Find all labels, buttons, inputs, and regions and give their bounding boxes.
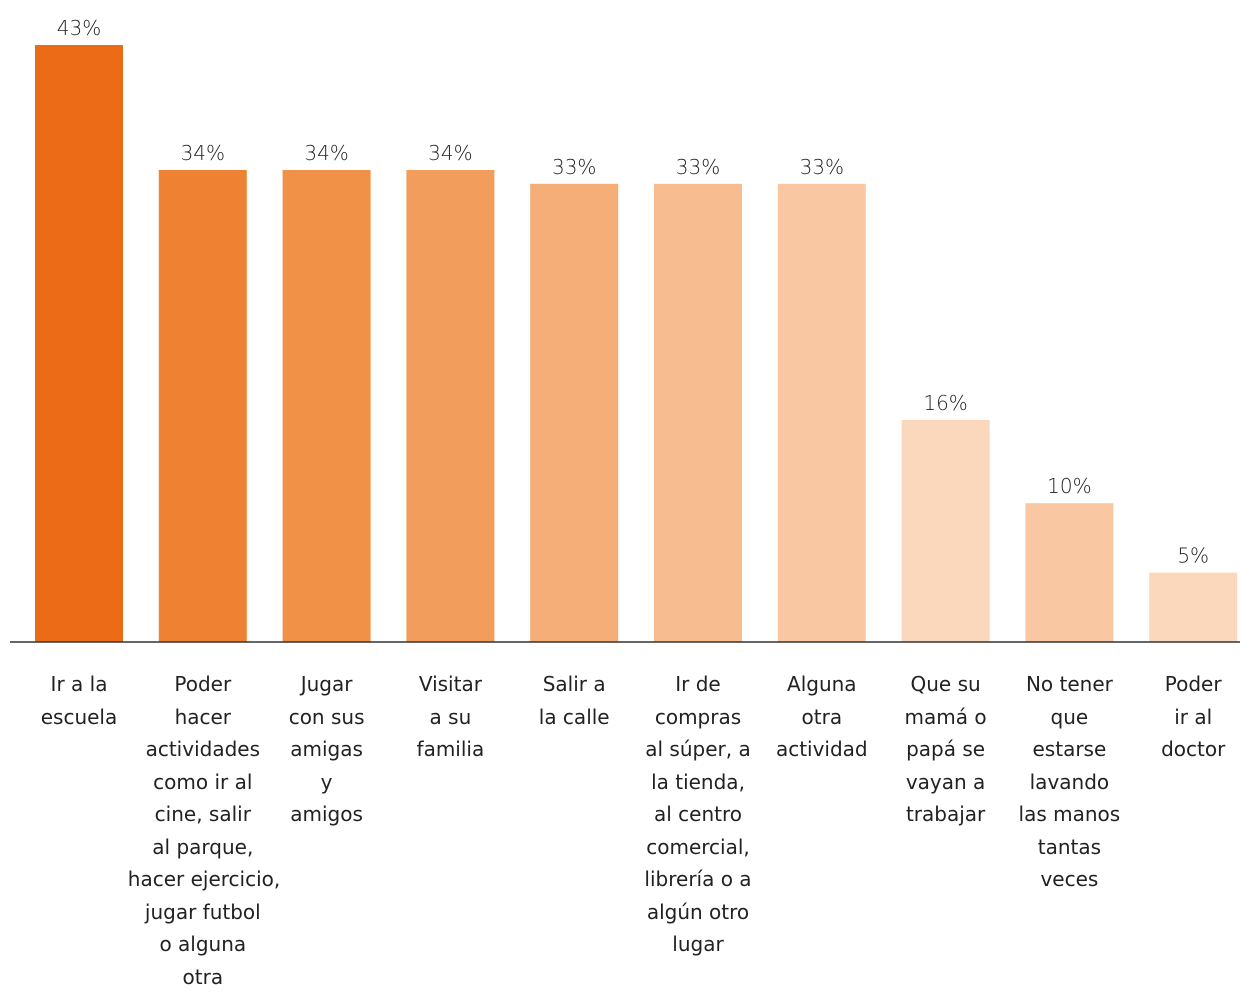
category-label-line: lugar xyxy=(623,928,773,961)
bar-5 xyxy=(530,184,618,642)
bar-4 xyxy=(406,170,494,642)
category-label-line: veces xyxy=(994,863,1144,896)
category-label-line: al centro xyxy=(623,798,773,831)
category-label-line: la tienda, xyxy=(623,766,773,799)
category-label-line: jugar futbol xyxy=(128,896,278,929)
bar-9 xyxy=(1025,503,1113,642)
value-label-9: 10% xyxy=(1047,474,1091,498)
category-label-line: doctor xyxy=(1118,733,1254,766)
category-label-line: familia xyxy=(375,733,525,766)
value-label-10: 5% xyxy=(1177,544,1209,568)
bar-10 xyxy=(1149,573,1237,642)
value-label-3: 34% xyxy=(304,141,348,165)
category-label-line: amigos xyxy=(252,798,402,831)
category-label-line: y xyxy=(252,766,402,799)
bar-8 xyxy=(902,420,990,642)
category-label-line: o alguna xyxy=(128,928,278,961)
category-label-line: al parque, xyxy=(128,831,278,864)
value-label-6: 33% xyxy=(676,155,720,179)
bar-7 xyxy=(778,184,866,642)
bar-3 xyxy=(283,170,371,642)
category-label-line: librería o a xyxy=(623,863,773,896)
category-label-line: hacer ejercicio, xyxy=(128,863,278,896)
category-label-line: ir al xyxy=(1118,701,1254,734)
category-label-line: algún otro xyxy=(623,896,773,929)
value-label-4: 34% xyxy=(428,141,472,165)
value-label-5: 33% xyxy=(552,155,596,179)
category-label-line: comercial, xyxy=(623,831,773,864)
bar-1 xyxy=(35,45,123,642)
category-label-line: Poder xyxy=(1118,668,1254,701)
bars-group xyxy=(35,45,1237,642)
bar-2 xyxy=(159,170,247,642)
category-label-line: lavando xyxy=(994,766,1144,799)
value-label-2: 34% xyxy=(181,141,225,165)
bar-6 xyxy=(654,184,742,642)
value-label-8: 16% xyxy=(923,391,967,415)
value-label-1: 43% xyxy=(57,16,101,40)
value-label-7: 33% xyxy=(800,155,844,179)
category-label-line: las manos xyxy=(994,798,1144,831)
category-label-line: tantas xyxy=(994,831,1144,864)
